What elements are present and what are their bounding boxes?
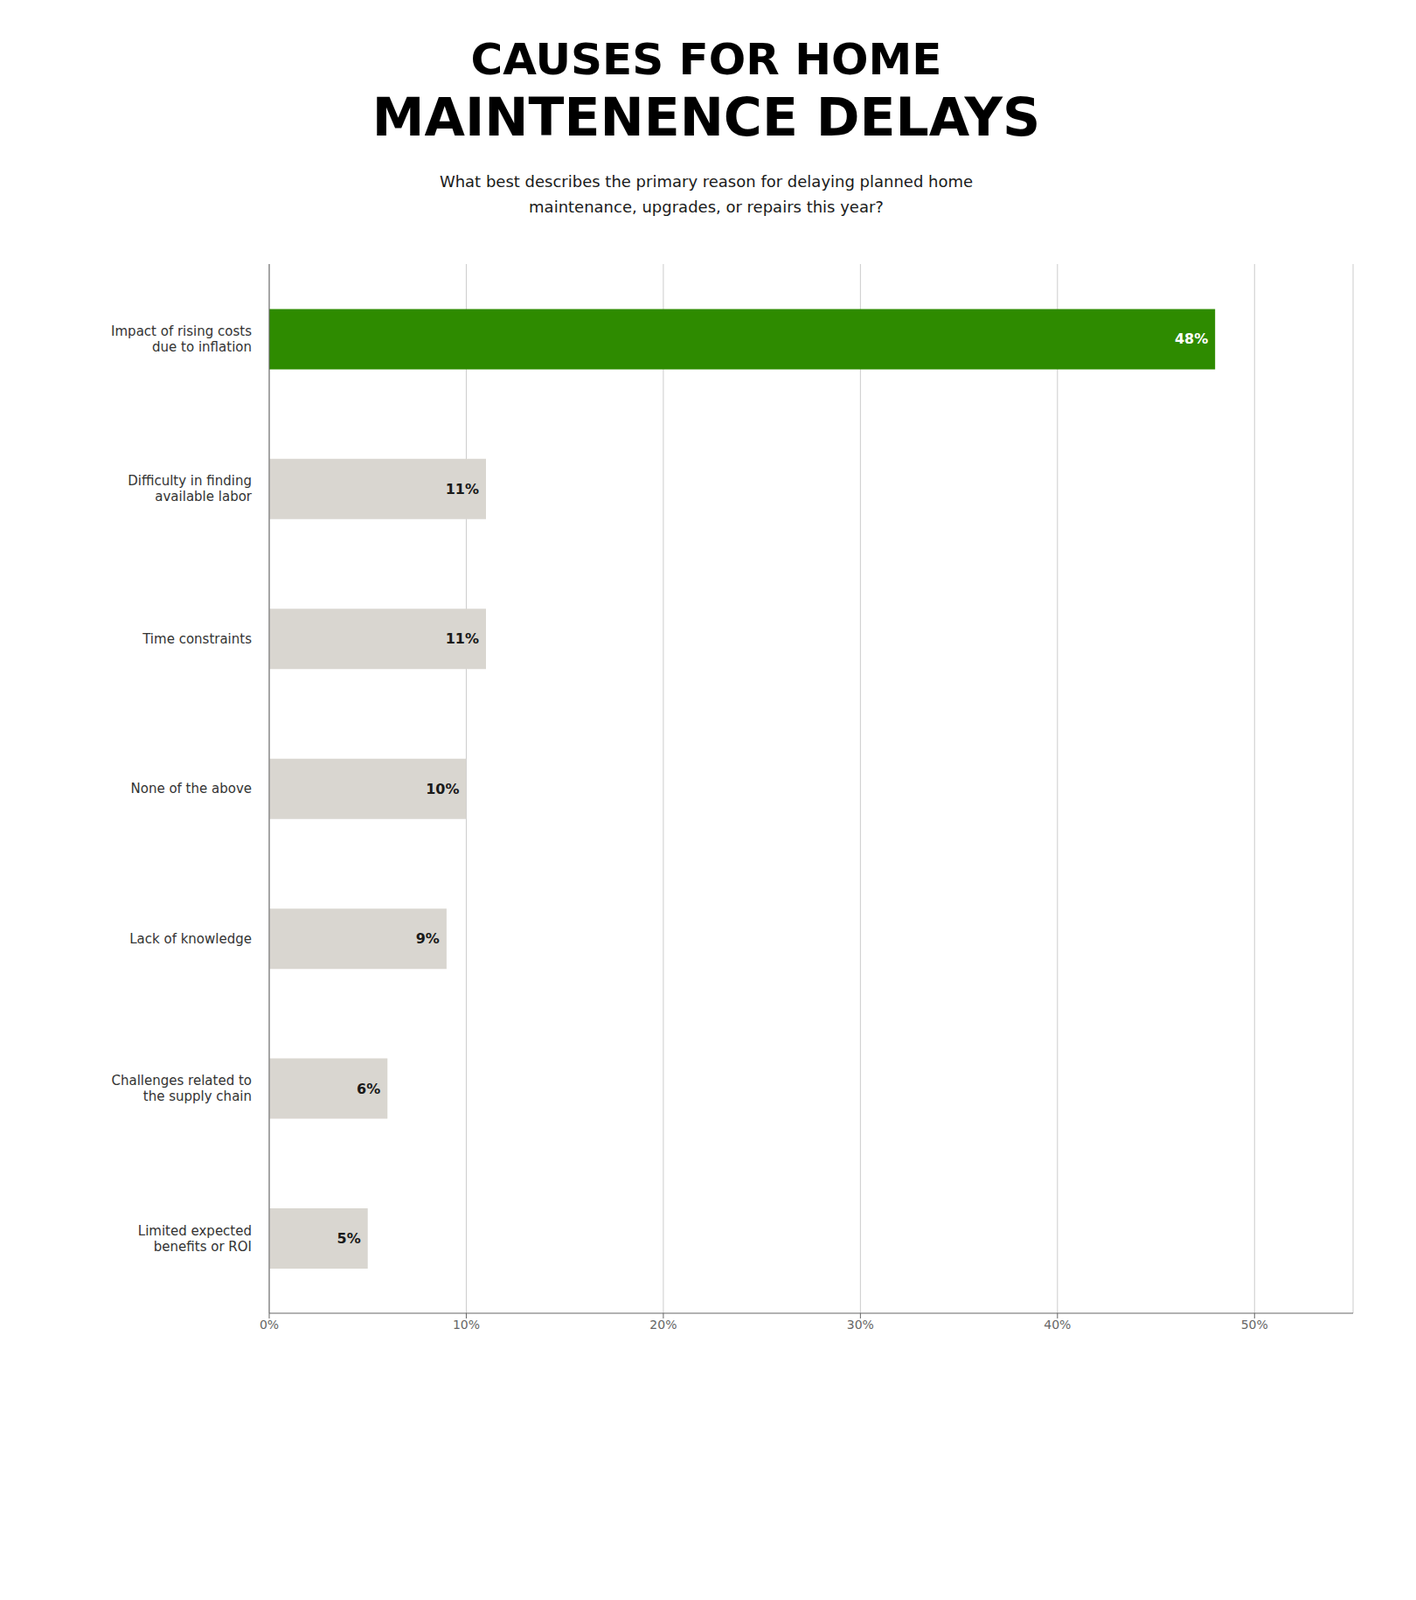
html-text:CAUSES FOR HOME: CAUSES FOR HOME [470,34,942,85]
svg-text:Challenges related tothe suppl: Challenges related tothe supply chain [111,1072,252,1104]
svg-text:40%: 40% [1043,1317,1071,1332]
svg-text:20%: 20% [649,1317,677,1332]
html-text:What best describes the primar: What best describes the primary reason f… [439,172,973,191]
svg-text:0%: 0% [259,1317,279,1332]
svg-text:Lack of knowledge: Lack of knowledge [129,930,252,946]
svg-text:11%: 11% [445,630,479,647]
html-text:MAINTENENCE DELAYS: MAINTENENCE DELAYS [372,86,1041,148]
svg-text:5%: 5% [337,1229,361,1247]
svg-text:None of the above: None of the above [130,780,252,797]
svg-text:9%: 9% [416,930,440,947]
svg-text:50%: 50% [1241,1317,1269,1332]
svg-text:11%: 11% [445,479,479,497]
svg-text:Impact of rising costsdue to i: Impact of rising costsdue to inflation [111,323,252,355]
svg-text:48%: 48% [1174,330,1208,348]
svg-text:10%: 10% [452,1317,480,1332]
svg-text:6%: 6% [356,1079,381,1097]
svg-text:30%: 30% [846,1317,875,1332]
svg-text:10%: 10% [425,779,459,797]
svg-text:Difficulty in findingavailable: Difficulty in findingavailable labor [127,472,253,505]
svg-text:Limited expectedbenefits or RO: Limited expectedbenefits or ROI [138,1221,252,1254]
html-text:maintenance, upgrades, or repa: maintenance, upgrades, or repairs this y… [528,197,884,216]
svg-text:Time constraints: Time constraints [141,630,252,646]
